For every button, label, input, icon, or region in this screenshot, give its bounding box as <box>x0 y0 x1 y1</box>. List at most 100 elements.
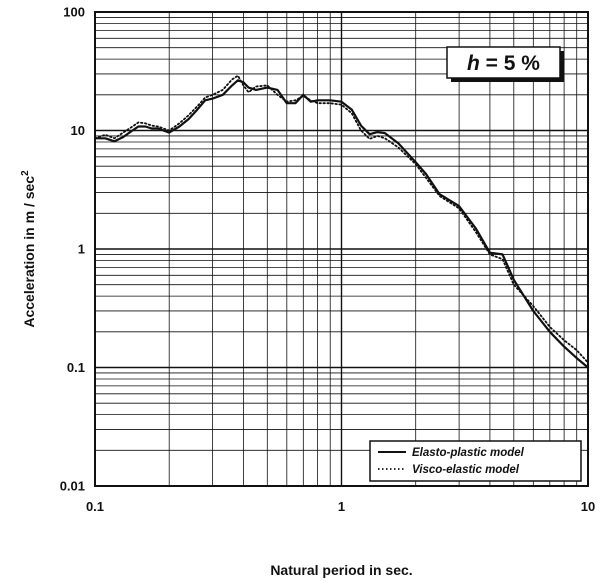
data-point <box>369 138 370 139</box>
y-tick-label: 0.1 <box>67 360 85 375</box>
data-point <box>267 85 268 86</box>
data-point <box>549 326 550 327</box>
data-point <box>243 85 244 86</box>
data-point <box>489 254 490 255</box>
data-point <box>114 141 115 142</box>
y-axis-title-superscript: 2 <box>20 170 31 176</box>
x-axis-title: Natural period in sec. <box>270 562 412 578</box>
data-point <box>341 101 342 102</box>
data-point <box>237 80 238 81</box>
legend-label-elasto-plastic: Elasto-plastic model <box>412 447 525 459</box>
data-point <box>145 123 146 124</box>
data-point <box>439 195 440 196</box>
data-point <box>205 97 206 98</box>
data-point <box>105 138 106 139</box>
grid-lines <box>94 11 589 487</box>
data-point <box>317 100 318 101</box>
data-point <box>475 228 476 229</box>
y-tick-label: 1 <box>78 242 85 257</box>
data-point <box>564 346 565 347</box>
annotation-box <box>446 46 561 79</box>
data-point <box>138 126 139 127</box>
data-point <box>398 147 399 148</box>
data-point <box>130 131 131 132</box>
data-point <box>576 358 577 359</box>
y-tick-label: 100 <box>63 5 85 20</box>
data-point <box>384 133 385 134</box>
data-point <box>377 132 378 133</box>
data-point <box>513 279 514 280</box>
data-point <box>330 100 331 101</box>
data-point <box>255 86 256 87</box>
data-point <box>255 89 256 90</box>
data-point <box>330 103 331 104</box>
data-point <box>587 367 588 368</box>
data-point <box>303 94 304 95</box>
data-point <box>130 127 131 128</box>
legend: Elasto-plastic model Visco-elastic model <box>369 440 582 482</box>
data-point <box>248 92 249 93</box>
data-point <box>549 331 550 332</box>
data-point <box>502 259 503 260</box>
data-point <box>237 75 238 76</box>
data-point <box>415 162 416 163</box>
annotation-value: = 5 % <box>480 52 540 75</box>
data-point <box>197 109 198 110</box>
data-point <box>360 125 361 126</box>
data-point <box>212 98 213 99</box>
data-point <box>317 103 318 104</box>
data-point <box>169 132 170 133</box>
data-point <box>360 130 361 131</box>
series-group <box>93 74 590 369</box>
data-point <box>377 135 378 136</box>
data-point <box>123 137 124 138</box>
data-point <box>277 89 278 90</box>
legend-label-visco-elastic: Visco-elastic model <box>412 464 520 476</box>
data-point <box>533 310 534 311</box>
data-point <box>232 79 233 80</box>
data-point <box>151 125 152 126</box>
data-point <box>384 138 385 139</box>
x-tick-label: 0.1 <box>86 499 104 514</box>
data-point <box>188 118 189 119</box>
data-point <box>502 254 503 255</box>
data-point <box>564 340 565 341</box>
data-point <box>351 109 352 110</box>
data-point <box>587 362 588 363</box>
data-point <box>459 208 460 209</box>
data-point <box>123 132 124 133</box>
data-point <box>310 100 311 101</box>
data-point <box>459 206 460 207</box>
data-point <box>157 128 158 129</box>
y-tick-label: 10 <box>71 123 85 138</box>
data-point <box>533 306 534 307</box>
data-point <box>295 100 296 101</box>
data-point <box>94 138 95 139</box>
data-point <box>286 101 287 102</box>
data-point <box>267 87 268 88</box>
data-point <box>205 100 206 101</box>
data-point <box>114 138 115 139</box>
data-point <box>576 350 577 351</box>
y-axis-title-main: Acceleration in m / sec <box>21 176 37 328</box>
data-point <box>197 106 198 107</box>
data-point <box>475 231 476 232</box>
data-point <box>188 115 189 116</box>
data-point <box>179 123 180 124</box>
y-axis-title: Acceleration in m / sec2 <box>20 170 37 328</box>
data-point <box>425 177 426 178</box>
data-point <box>212 94 213 95</box>
data-point <box>341 104 342 105</box>
data-point <box>310 101 311 102</box>
annotation-symbol: h <box>467 52 480 75</box>
legend-box <box>369 440 582 482</box>
data-point <box>151 128 152 129</box>
data-point <box>303 96 304 97</box>
data-point <box>222 94 223 95</box>
damping-annotation: h = 5 % <box>446 46 564 82</box>
x-tick-label: 10 <box>581 499 595 514</box>
data-point <box>169 130 170 131</box>
data-point <box>415 164 416 165</box>
data-point <box>277 94 278 95</box>
